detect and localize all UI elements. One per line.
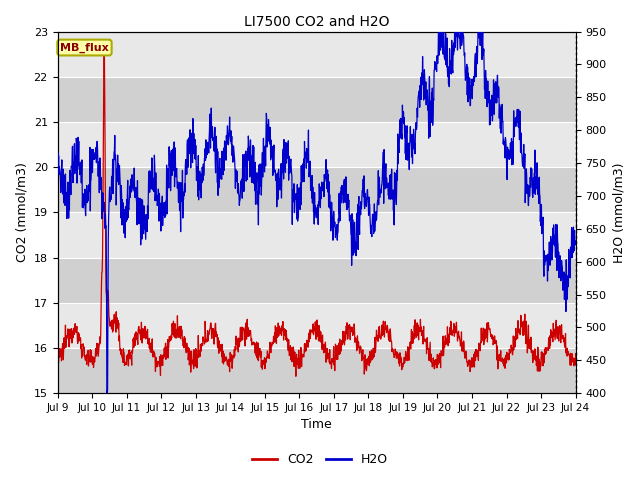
Legend: CO2, H2O: CO2, H2O xyxy=(247,448,393,471)
Bar xyxy=(58,167,575,212)
Bar xyxy=(58,348,575,393)
Bar xyxy=(58,77,575,122)
X-axis label: Time: Time xyxy=(301,419,332,432)
Text: MB_flux: MB_flux xyxy=(60,42,109,53)
Title: LI7500 CO2 and H2O: LI7500 CO2 and H2O xyxy=(244,15,389,29)
Y-axis label: H2O (mmol/m3): H2O (mmol/m3) xyxy=(612,162,625,263)
Bar xyxy=(58,258,575,303)
Y-axis label: CO2 (mmol/m3): CO2 (mmol/m3) xyxy=(15,162,28,262)
